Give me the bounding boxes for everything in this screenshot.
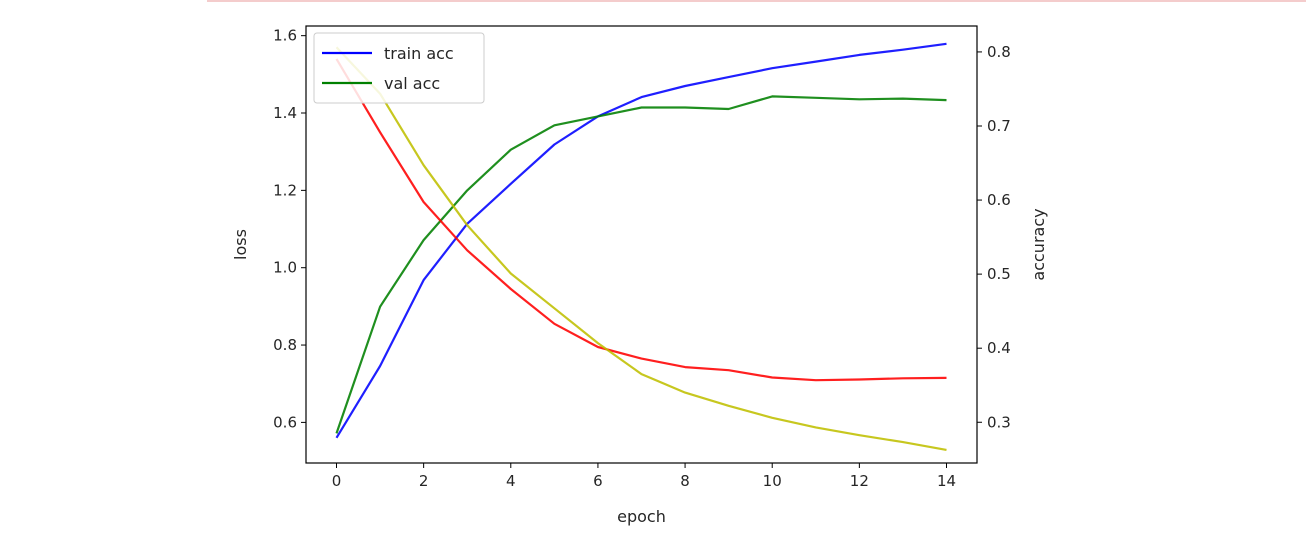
x-tick-label: 2: [419, 472, 429, 490]
plot-frame: [305, 25, 978, 464]
y-right-tick-label: 0.7: [987, 117, 1011, 135]
y-right-tick-label: 0.3: [987, 413, 1011, 431]
y-right-tick-label: 0.8: [987, 43, 1011, 61]
x-tick-label: 4: [506, 472, 516, 490]
x-tick-label: 6: [593, 472, 603, 490]
legend-label: train acc: [384, 44, 454, 63]
legend-label: val acc: [384, 74, 440, 93]
y-left-tick-label: 1.4: [273, 104, 297, 122]
legend-box: [313, 32, 485, 104]
y-axis-left: 0.6 0.8 1.0 1.2 1.4 1.6: [273, 27, 306, 431]
y-right-tick-label: 0.5: [987, 265, 1011, 283]
y-left-tick-label: 0.6: [273, 413, 297, 431]
x-tick-label: 8: [680, 472, 690, 490]
x-tick-label: 0: [332, 472, 342, 490]
y-left-tick-label: 0.8: [273, 336, 297, 354]
y-right-tick-label: 0.4: [987, 339, 1011, 357]
y-right-tick-label: 0.6: [987, 191, 1011, 209]
y-axis-right-label: accuracy: [1029, 208, 1048, 280]
x-axis-label: epoch: [617, 507, 666, 526]
y-axis-left-label: loss: [231, 229, 250, 260]
y-left-tick-label: 1.6: [273, 27, 297, 45]
y-axis-right: 0.3 0.4 0.5 0.6 0.7 0.8: [977, 43, 1011, 431]
x-tick-label: 12: [850, 472, 869, 490]
y-left-tick-label: 1.0: [273, 259, 297, 277]
y-left-tick-label: 1.2: [273, 181, 297, 199]
top-rule: [207, 0, 1306, 2]
x-tick-label: 14: [937, 472, 956, 490]
series-line-val-acc: [335, 95, 947, 434]
plot-lines: [335, 42, 947, 451]
series-line-train-acc: [335, 42, 947, 439]
legend: train acc val acc: [313, 32, 485, 104]
series-line-left-axis-series-2: [335, 58, 947, 382]
x-tick-label: 10: [763, 472, 782, 490]
x-axis: 0 2 4 6 8 10 12 14: [332, 463, 956, 490]
series-line-left-axis-series-3: [335, 46, 947, 451]
